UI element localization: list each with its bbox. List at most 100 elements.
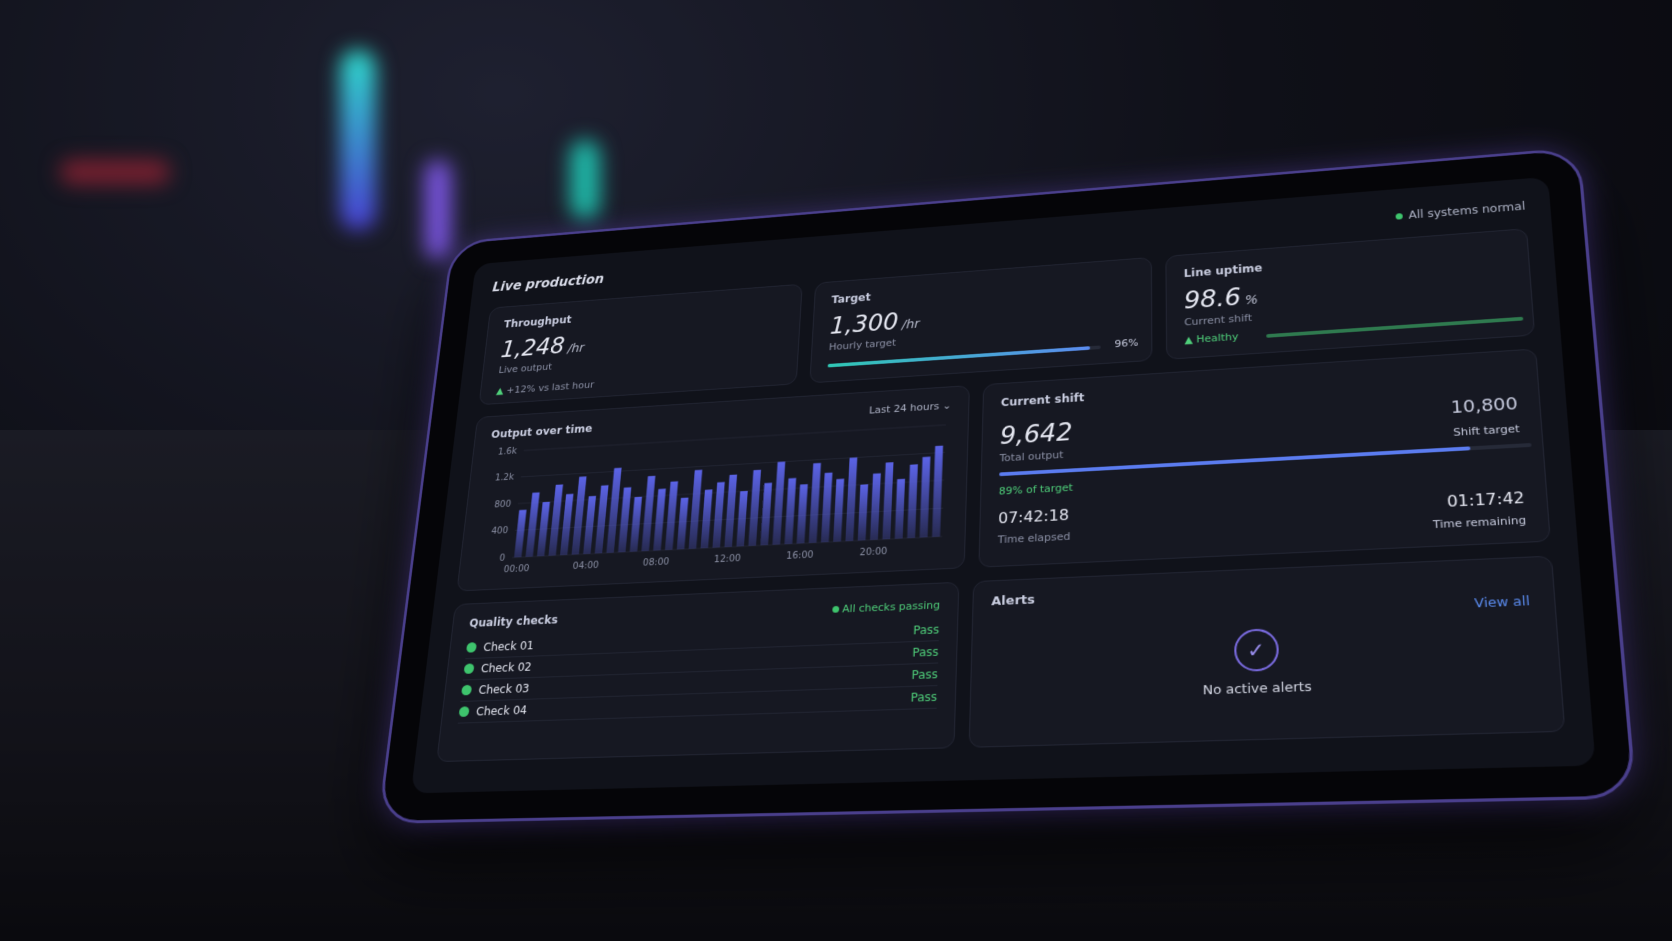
bar [724,474,738,548]
bar [907,464,918,539]
kpi-card: Line uptime 98.6% Current shift ▲ Health… [1165,228,1536,360]
bar [641,475,656,552]
bar [688,469,703,549]
progress-label: 96% [1114,336,1139,350]
bar [594,485,609,554]
y-tick-label: 400 [491,527,509,538]
shift-total-label: Total output [999,448,1064,465]
state-text: Healthy [1196,330,1239,346]
bar [919,456,931,538]
bar [748,469,762,546]
kpi-unit: /hr [566,341,585,356]
bar [653,488,666,551]
bar [882,462,894,540]
bar [932,445,944,537]
view-all[interactable]: View all [1473,594,1531,612]
chart-card: Output over time Last 24 hours ⌄ 0 400 800… [456,385,970,592]
check-text: Check 02 [480,660,533,676]
bar [712,481,725,548]
bar-chart: 0 400 800 1.2k 1.6k 00:00 04:00 08:00 12:00 16:00… [491,416,953,575]
check-name: Check 03 [461,682,530,697]
shift-title: Current shift [1000,391,1085,409]
bar [894,478,906,539]
check-status: Pass [910,689,938,705]
kpi-card: Target 1,300/hr Hourly target 96% [809,256,1153,384]
x-tick-label: 20:00 [859,547,887,559]
check-text: Check 01 [482,638,535,654]
shift-target: 10,800 [1450,393,1519,418]
check-status: Pass [911,667,939,682]
empty-state: ✓ No active alerts [971,618,1561,706]
bar [808,462,821,544]
x-tick-label: 00:00 [503,564,530,575]
bar [583,495,597,555]
shift-progress [999,446,1471,477]
shift-target-label: Shift target [1453,422,1520,439]
tablet: Live production All systems normal Throu… [377,146,1637,824]
elapsed: 07:42:18 [997,505,1070,528]
check-name: Check 02 [463,660,532,676]
x-tick-label: 16:00 [786,550,814,562]
bar [833,478,845,542]
bar [820,472,833,543]
shift-track [999,442,1532,477]
kpi-unit: /hr [901,317,920,333]
kpi-card: Throughput 1,248/hr Live output ▲ +12% v… [478,283,803,406]
bar [664,481,679,551]
bar [559,493,574,556]
bar [870,473,881,541]
check-status: Pass [912,622,940,638]
health-state: ▲ Healthy [1184,330,1239,347]
shift-progress-label: 89% of target [998,481,1073,498]
bar [700,489,713,549]
bar [796,484,808,544]
x-tick-label: 12:00 [714,554,742,565]
bar [760,482,773,546]
quality-status: All checks passing [832,599,940,616]
bar [514,509,527,558]
y-tick-label: 1.2k [494,473,515,484]
quality-title: Quality checks [468,613,559,630]
remaining: 01:17:42 [1446,488,1526,511]
shift-total: 9,642 [999,419,1073,451]
alerts-title: Alerts [991,592,1036,610]
bar [772,461,786,545]
bar [618,487,632,553]
quality-card: Quality checks All checks passing Check … [436,581,960,763]
remaining-label: Time remaining [1432,513,1527,532]
bar [845,457,858,542]
kpi-value: 1,300 [829,309,899,340]
bg-light [340,50,376,230]
page-title: Live production [491,271,605,295]
bg-light [425,160,451,260]
delta-text: +12% vs last hour [505,379,595,396]
bar [676,497,689,550]
x-tick-label: 08:00 [642,557,669,568]
y-tick-label: 1.6k [497,447,518,458]
range-selector[interactable]: Last 24 hours ⌄ [868,399,952,417]
system-status: All systems normal [1395,200,1526,223]
bg-light [570,140,600,220]
check-text: Check 04 [475,703,528,719]
bg-light [60,160,170,184]
empty-text: No active alerts [1202,679,1312,699]
elapsed-label: Time elapsed [997,530,1071,546]
dashboard: Live production All systems normal Throu… [410,176,1596,794]
check-list: Check 01 Pass Check 02 Pass Check 03 Pass Chec… [457,618,940,724]
bar [548,484,564,556]
alerts-card: Alerts View all ✓ No active alerts [968,555,1566,748]
quality-status-text: All checks passing [841,598,941,616]
range-text[interactable]: Last 24 hours [868,400,940,417]
x-tick-label: 04:00 [572,561,599,572]
shift-card: Current shift 9,642 Total output 10,800 … [978,348,1551,568]
status-text: All systems normal [1408,199,1526,222]
kpi-value: 98.6 [1183,284,1242,315]
bar [525,492,540,557]
kpi-unit: % [1244,292,1259,308]
health-bar [1265,316,1524,338]
check-icon: ✓ [1233,628,1279,673]
kpi-value: 1,248 [499,333,566,364]
bar [857,484,869,541]
check-status: Pass [912,644,939,660]
y-tick-label: 800 [494,500,512,511]
